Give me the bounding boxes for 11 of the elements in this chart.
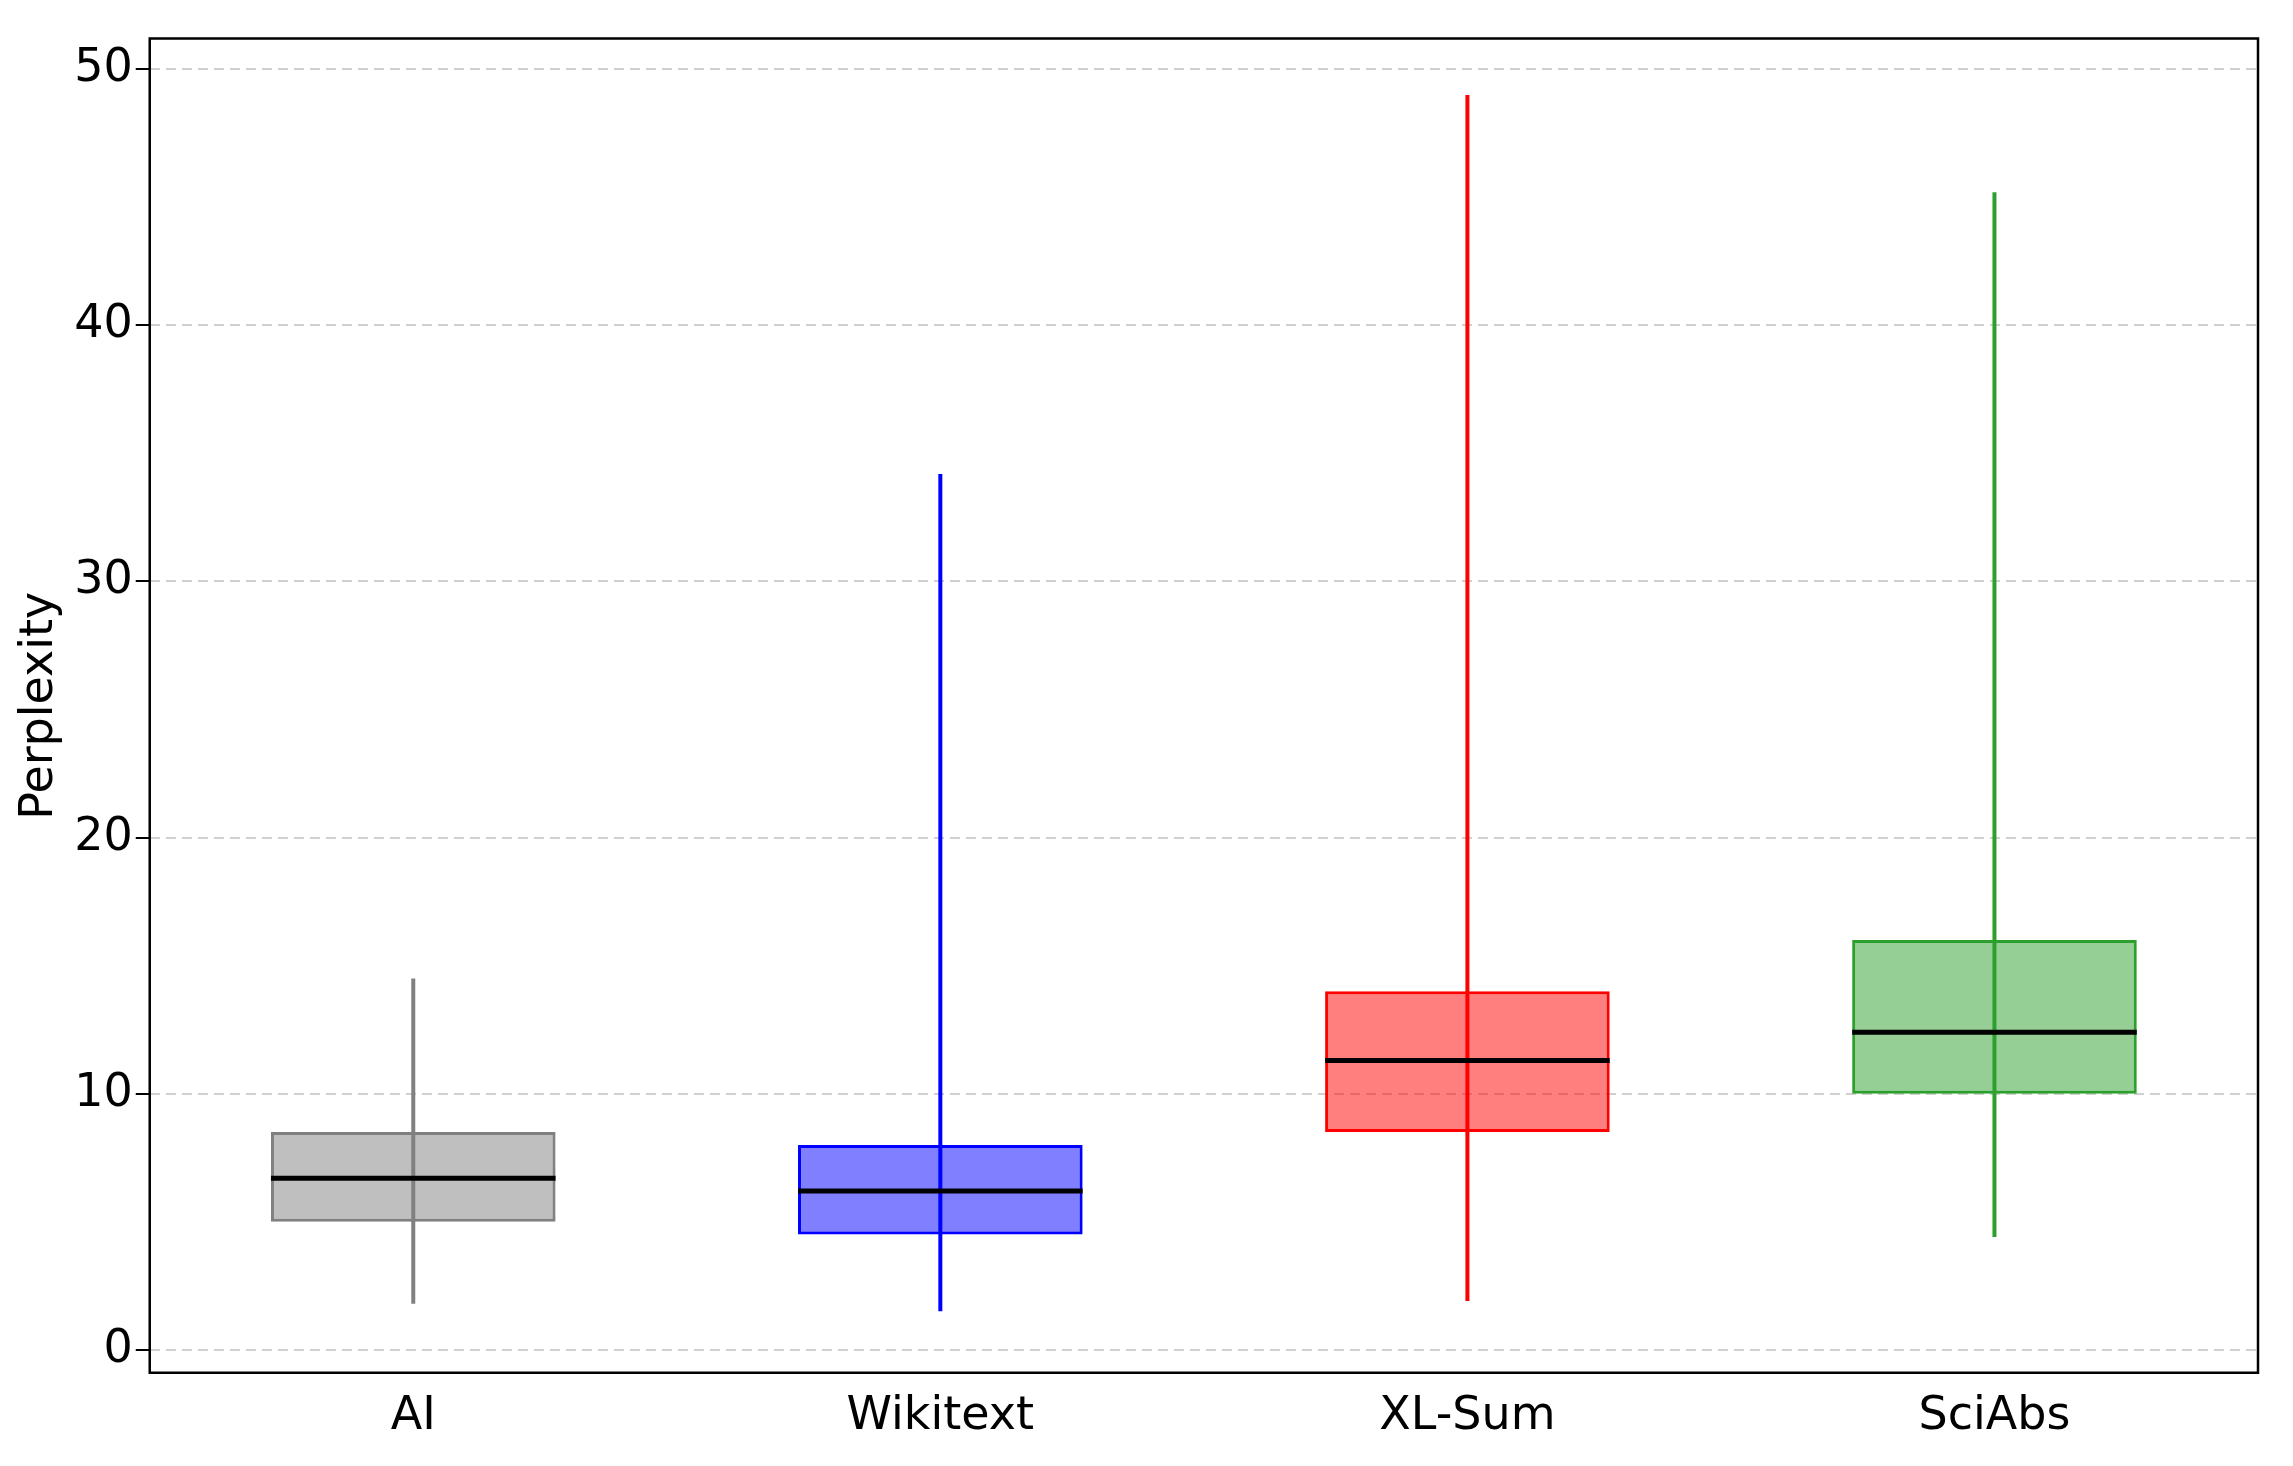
x-tick-label: Wikitext <box>846 1386 1035 1441</box>
y-tick-label: 10 <box>74 1062 133 1117</box>
y-tick-label: 30 <box>74 550 133 605</box>
y-tick-label: 20 <box>74 806 133 861</box>
y-tick-label: 0 <box>103 1318 133 1373</box>
x-tick-label: XL-Sum <box>1379 1386 1556 1441</box>
y-axis-title: Perplexity <box>8 591 63 820</box>
x-tick-label: SciAbs <box>1918 1386 2071 1441</box>
y-tick-label: 50 <box>74 38 133 93</box>
x-tick-label: AI <box>390 1386 436 1441</box>
y-tick-label: 40 <box>74 294 133 349</box>
